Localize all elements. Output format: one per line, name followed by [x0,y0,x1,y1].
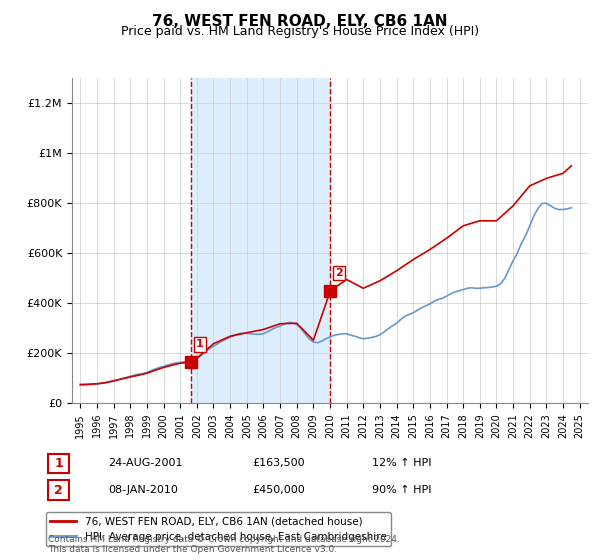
Text: £163,500: £163,500 [252,458,305,468]
Text: Price paid vs. HM Land Registry's House Price Index (HPI): Price paid vs. HM Land Registry's House … [121,25,479,38]
Text: 2: 2 [54,484,63,497]
Text: 12% ↑ HPI: 12% ↑ HPI [372,458,431,468]
Text: Contains HM Land Registry data © Crown copyright and database right 2024.
This d: Contains HM Land Registry data © Crown c… [48,535,400,554]
Text: 08-JAN-2010: 08-JAN-2010 [108,485,178,495]
Text: 1: 1 [196,339,203,349]
Text: 2: 2 [335,268,343,278]
Text: 76, WEST FEN ROAD, ELY, CB6 1AN: 76, WEST FEN ROAD, ELY, CB6 1AN [152,14,448,29]
Text: £450,000: £450,000 [252,485,305,495]
Text: 1: 1 [54,457,63,470]
Text: 24-AUG-2001: 24-AUG-2001 [108,458,182,468]
Bar [191,78,331,403]
Legend: 76, WEST FEN ROAD, ELY, CB6 1AN (detached house), HPI: Average price, detached h: 76, WEST FEN ROAD, ELY, CB6 1AN (detache… [46,512,391,546]
Text: 90% ↑ HPI: 90% ↑ HPI [372,485,431,495]
